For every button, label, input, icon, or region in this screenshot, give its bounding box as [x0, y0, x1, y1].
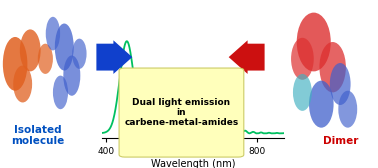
- Ellipse shape: [3, 37, 27, 91]
- Ellipse shape: [293, 74, 312, 111]
- Ellipse shape: [53, 76, 68, 109]
- Text: Dimer: Dimer: [322, 136, 358, 146]
- Ellipse shape: [38, 44, 53, 74]
- Ellipse shape: [72, 39, 87, 69]
- Ellipse shape: [330, 63, 350, 105]
- Ellipse shape: [46, 17, 60, 50]
- X-axis label: Wavelength (nm): Wavelength (nm): [150, 159, 235, 168]
- FancyArrow shape: [229, 40, 265, 74]
- Text: Dual light emission
in
carbene-metal-amides: Dual light emission in carbene-metal-ami…: [124, 98, 239, 128]
- Ellipse shape: [55, 24, 74, 71]
- Ellipse shape: [319, 42, 346, 92]
- Ellipse shape: [13, 66, 32, 102]
- Ellipse shape: [338, 91, 357, 128]
- Ellipse shape: [64, 55, 80, 96]
- FancyArrow shape: [96, 40, 132, 74]
- Ellipse shape: [20, 29, 41, 71]
- Ellipse shape: [309, 81, 334, 128]
- Text: Isolated
molecule: Isolated molecule: [11, 124, 64, 146]
- Ellipse shape: [297, 13, 331, 71]
- Ellipse shape: [291, 38, 314, 80]
